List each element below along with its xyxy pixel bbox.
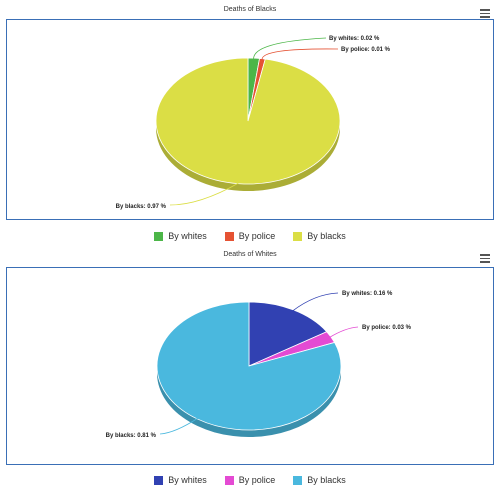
data-label: By police: 0.01 % bbox=[341, 47, 391, 53]
data-label: By whites: 0.16 % bbox=[342, 291, 393, 297]
legend-label: By blacks bbox=[307, 231, 346, 241]
pie-slice-by-blacks[interactable] bbox=[155, 57, 341, 185]
legend-label: By blacks bbox=[307, 475, 346, 485]
legend: By whites By police By blacks bbox=[0, 231, 500, 241]
data-label-connector bbox=[292, 292, 339, 312]
legend-label: By police bbox=[238, 475, 276, 485]
legend-swatch bbox=[224, 475, 234, 485]
legend-item-by-whites[interactable]: By whites bbox=[154, 231, 207, 241]
legend-swatch bbox=[154, 231, 164, 241]
data-label-connector bbox=[159, 417, 199, 435]
pie-chart: By whites: 0.02 % By police: 0.01 % By bla… bbox=[116, 36, 391, 210]
data-label-connector bbox=[253, 37, 327, 60]
legend-swatch bbox=[224, 231, 234, 241]
legend-item-by-police[interactable]: By police bbox=[224, 231, 276, 241]
data-label: By blacks: 0.81 % bbox=[106, 433, 157, 439]
data-label: By police: 0.03 % bbox=[362, 325, 412, 331]
legend-item-by-blacks[interactable]: By blacks bbox=[293, 231, 346, 241]
legend-item-by-blacks[interactable]: By blacks bbox=[293, 475, 346, 485]
data-label: By whites: 0.02 % bbox=[329, 36, 380, 42]
legend: By whites By police By blacks bbox=[0, 475, 500, 485]
legend-swatch bbox=[293, 231, 303, 241]
chart-title: Deaths of Blacks bbox=[223, 6, 277, 13]
chart-panel-whites: Deaths of Whites By whites: 0.16 % By pol… bbox=[0, 245, 500, 489]
chart-frame bbox=[6, 19, 494, 220]
pie-chart: By whites: 0.16 % By police: 0.03 % By bla… bbox=[106, 291, 412, 439]
data-label: By blacks: 0.97 % bbox=[116, 204, 167, 210]
chart-title: Deaths of Whites bbox=[223, 251, 277, 258]
legend-swatch bbox=[154, 475, 164, 485]
legend-item-by-whites[interactable]: By whites bbox=[154, 475, 207, 485]
legend-label: By whites bbox=[168, 231, 207, 241]
chart-frame bbox=[6, 267, 494, 465]
legend-swatch bbox=[293, 475, 303, 485]
hamburger-menu-icon[interactable] bbox=[480, 254, 490, 263]
data-label-connector bbox=[169, 182, 240, 206]
legend-label: By police bbox=[238, 231, 276, 241]
data-label-connector bbox=[261, 48, 339, 61]
data-label-connector bbox=[329, 326, 359, 338]
legend-item-by-police[interactable]: By police bbox=[224, 475, 276, 485]
legend-label: By whites bbox=[168, 475, 207, 485]
hamburger-menu-icon[interactable] bbox=[480, 9, 490, 18]
chart-panel-blacks: Deaths of Blacks By whites: 0.02 % By pol… bbox=[0, 6, 500, 241]
